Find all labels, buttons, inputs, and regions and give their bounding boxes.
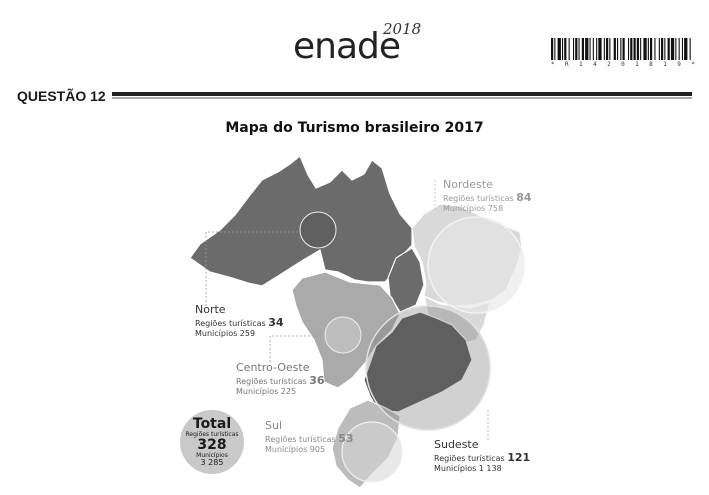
label-sudeste: Sudeste Regiões turísticas 121 Município… [434,438,531,474]
total-municipios-value: 3 285 [200,457,224,467]
leader-centro-oeste [269,335,324,362]
circle-sudeste [365,305,491,431]
map-title: Mapa do Turismo brasileiro 2017 [225,120,484,136]
total-municipios-label: Municípios [196,451,228,459]
circle-centro-oeste [324,316,362,354]
barcode [551,38,691,60]
barcode-text: * R 1 4 2 0 1 8 1 9 * [551,61,699,68]
total-regioes-value: 328 [197,436,227,453]
header-rule-shadow [112,97,692,99]
label-norte: Norte Regiões turísticas 34 Municípios 2… [195,303,284,339]
enade-logo: enade [293,26,401,67]
label-sul: Sul Regiões turísticas 53 Municípios 905 [265,419,354,455]
region-norte [189,155,413,287]
total-regioes-label: Regiões turísticas [185,430,239,438]
leader-norte [205,231,300,306]
logo-year: 2018 [383,20,422,38]
header-rule [112,92,692,96]
total-label: Total [192,416,232,432]
region-tocantins [387,247,425,313]
circle-nordeste [427,216,525,314]
label-centro-oeste: Centro-Oeste Regiões turísticas 36 Munic… [236,361,325,397]
circle-sul [341,421,403,483]
total-badge: Total Regiões turísticas 328 Municípios … [180,410,244,474]
circle-norte [299,211,337,249]
label-nordeste: Nordeste Regiões turísticas 84 Município… [443,178,532,214]
question-number: QUESTÃO 12 [17,88,106,104]
